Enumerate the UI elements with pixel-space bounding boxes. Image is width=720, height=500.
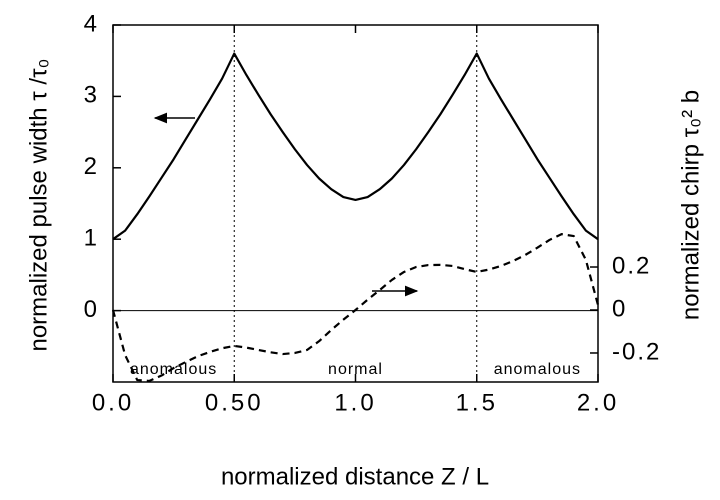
y-axis-label: normalized pulse width τ /τ₀ (25, 58, 52, 351)
x-tick-label: 1.5 (456, 389, 498, 416)
y-tick-label: 0 (84, 296, 97, 323)
x-tick-label: 2.0 (577, 389, 619, 416)
y2-tick-label: 0.2 (612, 252, 651, 279)
chirp-line (111, 233, 600, 383)
y-tick-label: 3 (84, 82, 97, 109)
x-axis-label: normalized distance Z / L (221, 463, 489, 490)
y-tick-label: 1 (84, 225, 97, 252)
region-label: anomalous (494, 361, 581, 378)
y2-tick-label: -0.2 (612, 338, 661, 365)
x-tick-label: 0.0 (92, 389, 134, 416)
y-tick-label: 4 (84, 10, 97, 37)
y-tick-label: 2 (84, 153, 97, 180)
x-tick-label: 1.0 (334, 389, 376, 416)
x-tick-label: 0.50 (205, 389, 264, 416)
y2-tick-label: 0 (612, 295, 627, 322)
pulse-width-line (112, 52, 599, 241)
region-label: anomalous (130, 361, 217, 378)
plot-frame (112, 24, 599, 383)
y2-axis-label: normalized chirp τ₀² b (677, 90, 704, 320)
region-label: normal (328, 361, 383, 378)
